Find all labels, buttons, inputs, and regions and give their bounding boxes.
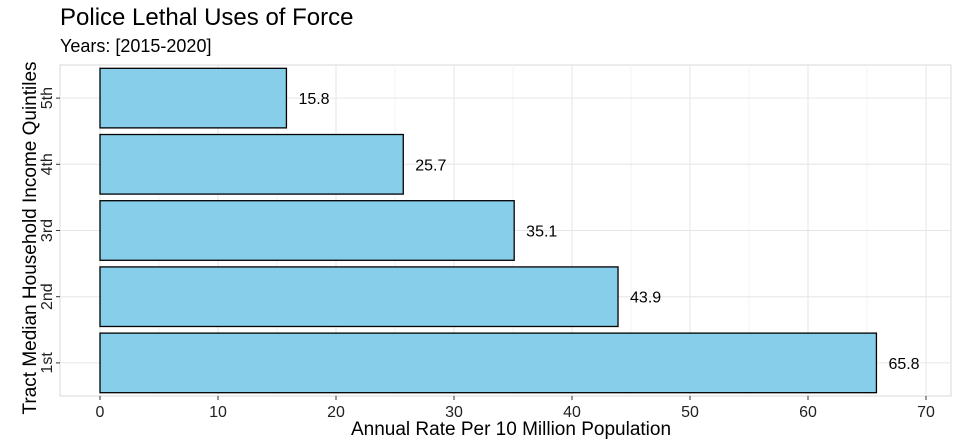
data-label-4th: 25.7 xyxy=(415,157,446,174)
x-axis-label: Annual Rate Per 10 Million Population xyxy=(350,419,672,440)
x-tick-label: 30 xyxy=(445,404,463,421)
x-tick-label: 40 xyxy=(563,404,581,421)
y-tick-label: 4th xyxy=(39,153,56,175)
y-tick-label: 1st xyxy=(39,352,56,374)
chart-subtitle: Years: [2015-2020] xyxy=(60,36,212,56)
x-tick-label: 60 xyxy=(799,404,817,421)
x-tick-label: 70 xyxy=(917,404,935,421)
bar-2nd xyxy=(99,266,619,328)
x-tick-label: 0 xyxy=(96,404,105,421)
data-label-5th: 15.8 xyxy=(298,91,329,108)
x-tick-label: 10 xyxy=(209,404,227,421)
y-tick-label: 3rd xyxy=(39,219,56,242)
y-tick-label: 2nd xyxy=(39,283,56,310)
bar-3rd xyxy=(99,200,515,261)
y-tick-label: 5th xyxy=(39,87,56,109)
data-label-1st: 65.8 xyxy=(888,356,919,373)
bar-1st xyxy=(99,332,878,394)
x-tick-label: 20 xyxy=(327,404,345,421)
data-label-2nd: 43.9 xyxy=(630,290,661,307)
bar-4th xyxy=(99,133,404,195)
data-label-3rd: 35.1 xyxy=(526,224,557,241)
x-tick-label: 50 xyxy=(681,404,699,421)
chart-title: Police Lethal Uses of Force xyxy=(60,4,354,31)
bar-5th xyxy=(99,67,288,129)
